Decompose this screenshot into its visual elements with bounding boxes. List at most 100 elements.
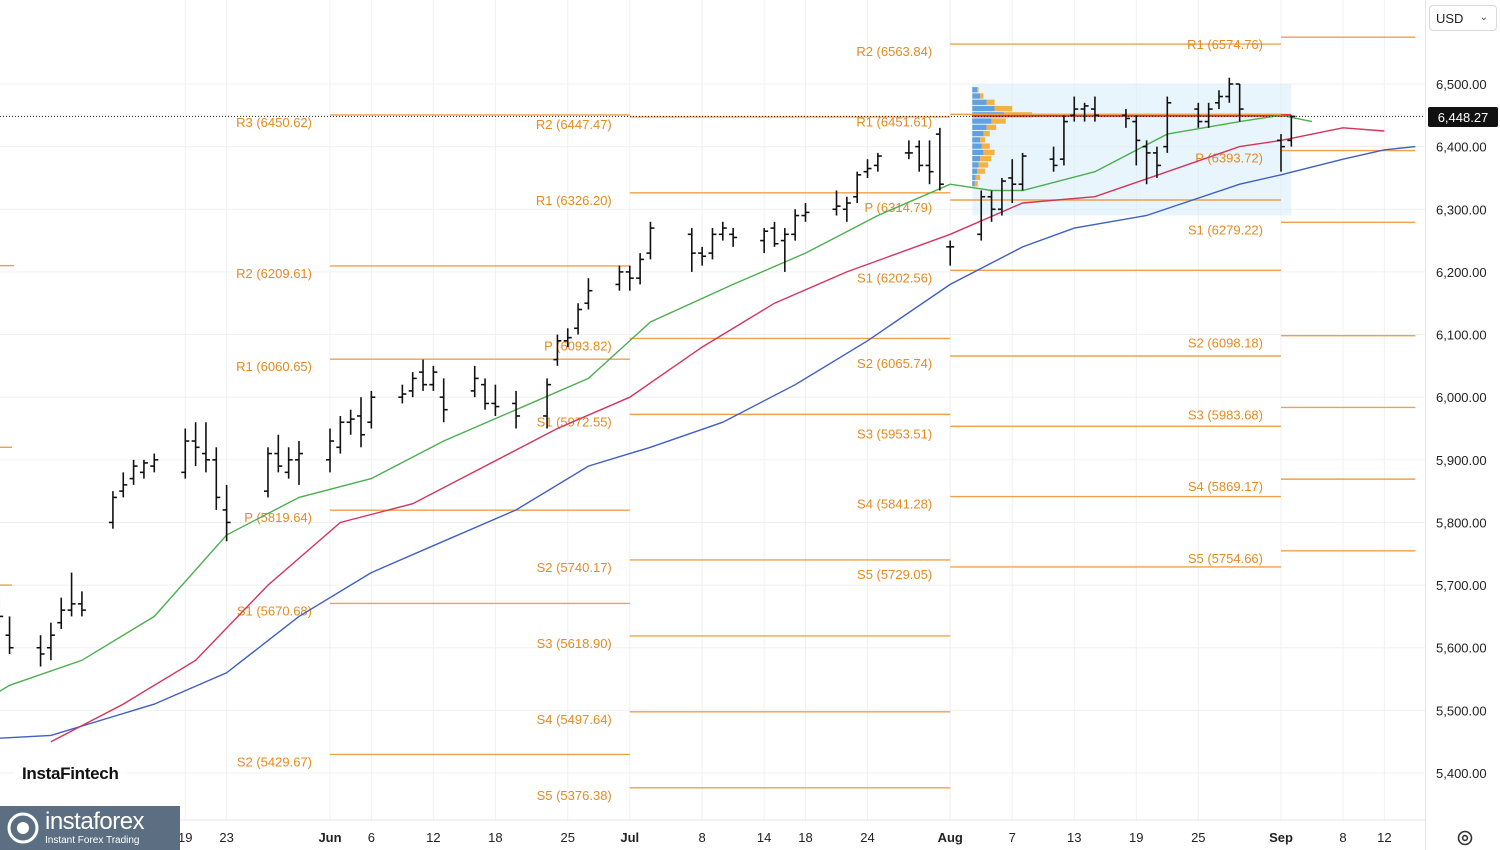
- ohlc-bar: [1008, 159, 1017, 204]
- ohlc-bar: [150, 453, 159, 473]
- pivot-label: R1 (6060.65): [236, 359, 312, 374]
- pivot-label: S2 (5740.17): [537, 560, 612, 575]
- volume-profile-bar-up: [972, 181, 975, 187]
- pivot-label: R3 (6450.62): [236, 115, 312, 130]
- ohlc-bar: [1225, 77, 1234, 103]
- ohlc-bar: [760, 228, 769, 254]
- time-axis-tick-label: 25: [1191, 830, 1205, 845]
- ohlc-bar: [636, 253, 645, 285]
- ohlc-bar: [842, 196, 851, 222]
- ohlc-bar: [36, 635, 45, 667]
- settings-icon[interactable]: [1455, 828, 1475, 848]
- ohlc-bar: [108, 491, 117, 529]
- ohlc-bar: [708, 228, 717, 260]
- ohlc-bar: [1214, 90, 1223, 110]
- time-axis-tick-label: 19: [178, 830, 192, 845]
- ohlc-bar: [1090, 96, 1099, 122]
- volume-profile-bar-down: [977, 87, 979, 93]
- ohlc-bar: [915, 140, 924, 172]
- logo-emblem-icon: [7, 812, 39, 844]
- price-axis-tick-label: 5,900.00: [1436, 453, 1487, 468]
- ohlc-bar: [191, 422, 200, 467]
- price-axis-tick-label: 6,300.00: [1436, 202, 1487, 217]
- ohlc-bar: [863, 159, 872, 178]
- time-axis-tick-label: Aug: [938, 830, 963, 845]
- ohlc-bar: [263, 447, 272, 498]
- pivot-label: R2 (6447.47): [536, 117, 612, 132]
- ohlc-bar: [646, 221, 655, 260]
- ohlc-bar: [512, 390, 521, 429]
- volume-profile-bar-up: [972, 99, 987, 105]
- ohlc-bar: [563, 328, 572, 348]
- ohlc-bar: [212, 447, 221, 510]
- price-axis[interactable]: 6,500.00 6,400.00 6,300.00 6,200.00 6,100.00…: [1425, 0, 1500, 850]
- time-axis-tick-label: 14: [757, 830, 771, 845]
- volume-profile-bar-down: [981, 143, 990, 149]
- pivot-label: S1 (5670.68): [237, 603, 312, 618]
- ohlc-bar: [1132, 115, 1141, 166]
- price-axis-tick-label: 6,100.00: [1436, 328, 1487, 343]
- ohlc-bar: [553, 334, 562, 366]
- ohlc-bar: [1059, 115, 1068, 166]
- time-axis-tick-label: 12: [1377, 830, 1391, 845]
- volume-profile-bar-up: [972, 162, 979, 168]
- price-axis-tick-label: 5,700.00: [1436, 578, 1487, 593]
- ohlc-bar: [770, 221, 779, 247]
- ohlc-bar: [222, 484, 231, 542]
- pivot-label: P (6393.72): [1195, 151, 1263, 166]
- ohlc-bar: [615, 265, 624, 291]
- pivot-label: P (6314.79): [865, 200, 933, 215]
- time-axis-tick-label: 13: [1067, 830, 1081, 845]
- ohlc-bar: [1142, 140, 1151, 185]
- ohlc-bar: [57, 597, 66, 629]
- ohlc-bar: [574, 303, 583, 335]
- ohlc-bar: [1121, 109, 1130, 128]
- pivot-label: S1 (6202.56): [857, 270, 932, 285]
- volume-profile-bar-down: [980, 93, 984, 99]
- volume-profile-bar-up: [972, 118, 992, 124]
- ohlc-bar: [119, 472, 128, 498]
- price-axis-tick-label: 6,400.00: [1436, 140, 1487, 155]
- volume-profile-bar-down: [986, 124, 997, 130]
- volume-profile-bar-up: [972, 105, 995, 112]
- price-axis-tick-label: 6,500.00: [1436, 77, 1487, 92]
- ohlc-bar: [625, 265, 634, 291]
- ohlc-bar: [408, 372, 417, 398]
- price-axis-tick-label: 6,000.00: [1436, 390, 1487, 405]
- time-axis-tick-label: 12: [426, 830, 440, 845]
- ohlc-bar: [129, 459, 138, 485]
- price-axis-tick-label: 5,600.00: [1436, 641, 1487, 656]
- pivot-label: R1 (6451.61): [856, 114, 932, 129]
- ohlc-bar: [367, 390, 376, 429]
- volume-profile-bar-down: [977, 168, 986, 174]
- ohlc-bar: [284, 447, 293, 479]
- ohlc-bar: [1049, 146, 1058, 172]
- volume-profile-bar-up: [972, 143, 982, 149]
- ohlc-bar: [346, 409, 355, 435]
- pivot-label: S1 (6279.22): [1188, 222, 1263, 237]
- ohlc-bar: [46, 622, 55, 661]
- pivot-label: S3 (5953.51): [857, 426, 932, 441]
- ema-slow-line: [0, 145, 1416, 739]
- time-axis-tick-label: 24: [860, 830, 874, 845]
- instafintech-watermark: InstaFintech: [14, 762, 127, 788]
- ohlc-bar: [925, 140, 934, 185]
- ohlc-bar: [946, 240, 955, 266]
- volume-profile-area: [972, 84, 1292, 216]
- ohlc-bar: [67, 572, 76, 617]
- currency-select[interactable]: USD ⌄: [1429, 5, 1497, 31]
- volume-profile-bar-up: [972, 149, 984, 156]
- price-axis-labels: 6,500.00 6,400.00 6,300.00 6,200.00 6,100.00…: [1436, 77, 1487, 781]
- pivot-label: S2 (5429.67): [237, 754, 312, 769]
- volume-profile-bar-down: [994, 105, 1013, 112]
- ohlc-bar: [873, 152, 882, 172]
- pivot-label: S3 (5983.68): [1188, 407, 1263, 422]
- pivot-label: R2 (6209.61): [236, 266, 312, 281]
- volume-profile-bar-down: [978, 162, 989, 168]
- instaforex-logo: instaforex Instant Forex Trading: [0, 806, 180, 850]
- ohlc-bar: [698, 246, 707, 266]
- pivot-label: S2 (6098.18): [1188, 336, 1263, 351]
- ohlc-bar: [1194, 102, 1203, 128]
- time-axis-tick-label: 23: [219, 830, 233, 845]
